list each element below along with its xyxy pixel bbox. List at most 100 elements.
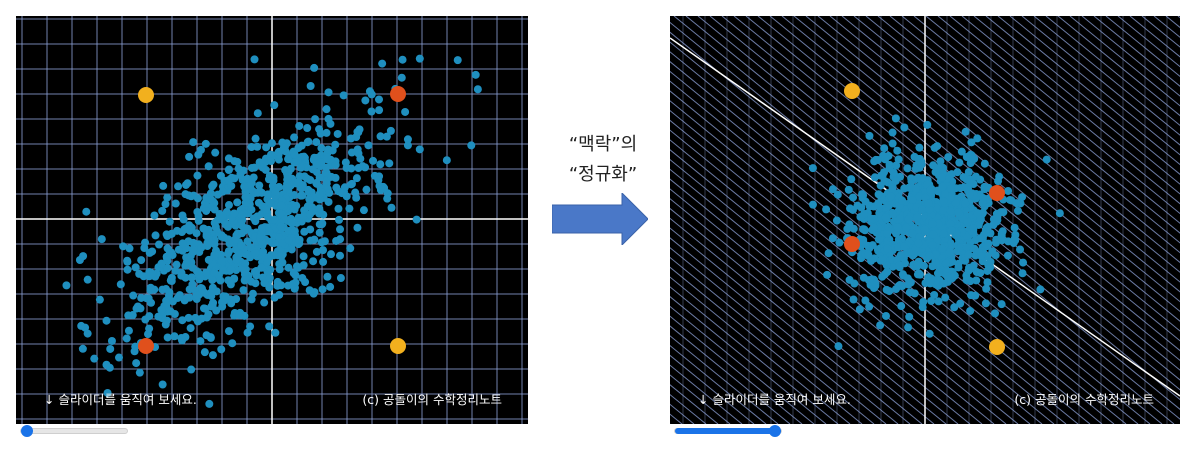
data-point: [194, 216, 203, 225]
data-point: [888, 262, 897, 271]
data-point: [965, 190, 974, 199]
data-point: [90, 354, 99, 363]
slider-fill: [675, 428, 781, 434]
data-point: [385, 159, 394, 168]
data-point: [876, 321, 885, 330]
data-point: [961, 127, 970, 136]
data-point: [964, 266, 973, 275]
data-point: [119, 242, 128, 251]
data-point: [950, 303, 959, 312]
data-point: [374, 176, 383, 185]
data-point: [192, 229, 201, 238]
data-point: [845, 275, 854, 284]
copyright-credit: (c) 공돌이의 수학정리노트: [1014, 392, 1154, 407]
data-point: [354, 128, 363, 137]
slider-thumb[interactable]: [21, 425, 33, 437]
data-point: [240, 276, 249, 285]
data-point: [277, 252, 286, 261]
data-point: [322, 128, 331, 137]
data-point: [822, 205, 831, 214]
data-point: [315, 204, 324, 213]
data-point: [296, 191, 305, 200]
data-point: [376, 132, 385, 141]
transform-slider-left[interactable]: [20, 425, 128, 437]
data-point: [275, 290, 284, 299]
data-point: [925, 205, 934, 214]
data-point: [997, 300, 1006, 309]
data-point: [867, 256, 876, 265]
data-point: [383, 194, 392, 203]
data-point: [933, 142, 942, 151]
data-point: [77, 321, 86, 330]
data-point: [141, 315, 150, 324]
grid-line: [973, 16, 1180, 185]
data-point: [880, 168, 889, 177]
data-point: [217, 345, 226, 354]
data-point: [976, 268, 985, 277]
data-point: [311, 115, 320, 124]
data-point: [412, 215, 421, 224]
data-point: [1019, 258, 1028, 267]
data-point: [352, 174, 361, 183]
transform-slider-right[interactable]: [674, 425, 782, 437]
data-point: [939, 229, 948, 238]
data-point: [136, 304, 145, 313]
data-point: [957, 147, 966, 156]
grid-line: [925, 16, 1180, 224]
grid-line: [670, 364, 743, 424]
data-point: [250, 163, 259, 172]
data-point: [182, 259, 191, 268]
grid-line: [670, 100, 1067, 424]
data-point: [218, 212, 227, 221]
data-point: [387, 203, 396, 212]
data-point: [201, 139, 210, 148]
data-point: [269, 251, 278, 260]
data-point: [165, 217, 174, 226]
data-point: [888, 139, 897, 148]
data-point: [941, 293, 950, 302]
data-point: [266, 199, 275, 208]
data-point: [188, 284, 197, 293]
data-point: [849, 224, 858, 233]
data-point: [193, 207, 202, 216]
grid-line: [853, 16, 1180, 283]
data-point: [963, 218, 972, 227]
grid-line: [1057, 16, 1180, 117]
data-point: [1016, 245, 1025, 254]
grid-line: [670, 266, 863, 424]
right-arrow-icon: [552, 193, 648, 245]
data-point: [161, 200, 170, 209]
data-point: [1004, 186, 1013, 195]
data-point: [210, 250, 219, 259]
data-point: [983, 241, 992, 250]
data-point: [286, 214, 295, 223]
grid-line: [670, 110, 1055, 424]
data-point: [204, 310, 213, 319]
grid-line: [670, 325, 791, 424]
data-point: [934, 219, 943, 228]
data-point: [327, 250, 336, 259]
data-point: [884, 222, 893, 231]
data-point: [843, 224, 852, 233]
data-point: [989, 220, 998, 229]
data-point: [178, 239, 187, 248]
data-point: [260, 298, 269, 307]
data-point: [284, 155, 293, 164]
data-point: [293, 157, 302, 166]
data-point: [382, 132, 391, 141]
data-point: [336, 235, 345, 244]
data-point: [959, 173, 968, 182]
data-point: [914, 239, 923, 248]
data-point: [895, 261, 904, 270]
data-point: [103, 388, 112, 397]
grid-line: [1045, 16, 1180, 126]
data-point: [354, 164, 363, 173]
data-point: [191, 313, 200, 322]
slider-thumb[interactable]: [769, 425, 781, 437]
data-point: [983, 278, 992, 287]
data-point: [205, 399, 214, 408]
data-point: [310, 235, 319, 244]
caption-context: “맥락”의: [568, 134, 638, 155]
data-point: [336, 225, 345, 234]
data-point: [913, 261, 922, 270]
